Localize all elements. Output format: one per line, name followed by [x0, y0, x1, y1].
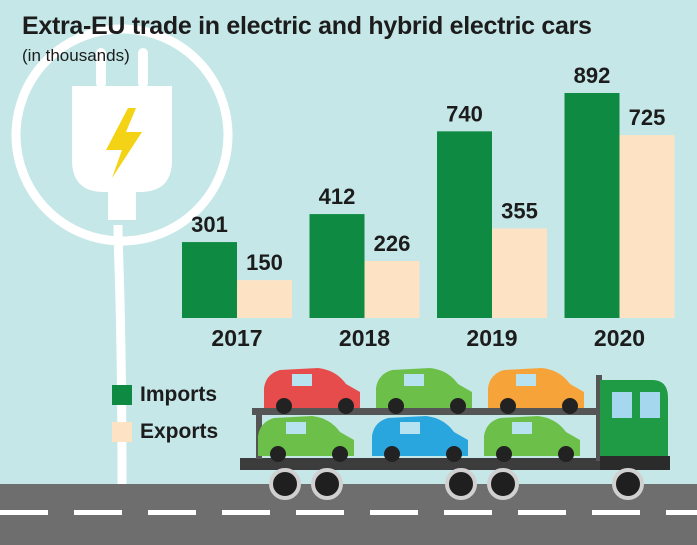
car-orange — [488, 368, 584, 414]
category-labels-group: 2017 2018 2019 2020 — [211, 325, 645, 351]
value-label-imports-2018: 412 — [319, 184, 356, 209]
legend-swatch-exports — [112, 422, 132, 442]
value-label-imports-2020: 892 — [574, 63, 611, 88]
legend-swatch-imports — [112, 385, 132, 405]
car-green-3 — [484, 416, 580, 462]
bar-imports-2019 — [437, 131, 492, 318]
legend-item-exports: Exports — [112, 419, 218, 445]
car-blue — [372, 416, 468, 462]
legend-item-imports: Imports — [112, 382, 217, 408]
value-label-exports-2020: 725 — [629, 105, 666, 130]
chart-title: Extra-EU trade in electric and hybrid el… — [22, 12, 592, 40]
car-red — [264, 368, 360, 414]
car-carrier-truck-icon — [240, 368, 670, 500]
bar-exports-2019 — [492, 228, 547, 318]
category-label-2017: 2017 — [211, 325, 262, 351]
value-labels-group: 301 150 412 226 740 355 892 725 — [191, 63, 665, 275]
car-green-1 — [376, 368, 472, 414]
value-label-exports-2017: 150 — [246, 250, 283, 275]
legend-label-exports: Exports — [140, 420, 219, 443]
car-green-2 — [258, 416, 354, 462]
bar-imports-2017 — [182, 242, 237, 318]
bar-imports-2018 — [309, 214, 365, 318]
bar-exports-2017 — [237, 280, 292, 318]
value-label-imports-2017: 301 — [191, 212, 228, 237]
category-label-2020: 2020 — [594, 325, 645, 351]
category-label-2019: 2019 — [466, 325, 517, 351]
bar-exports-2018 — [364, 260, 420, 318]
lightning-bolt-icon — [106, 108, 142, 178]
bar-exports-2020 — [619, 135, 675, 318]
bar-imports-2020 — [564, 93, 620, 318]
category-label-2018: 2018 — [339, 325, 390, 351]
value-label-exports-2018: 226 — [374, 231, 411, 256]
chart-subtitle: (in thousands) — [22, 46, 130, 65]
value-label-imports-2019: 740 — [446, 101, 483, 126]
legend-label-imports: Imports — [140, 383, 218, 406]
road-markings — [0, 510, 697, 515]
bars-group — [182, 93, 675, 318]
value-label-exports-2019: 355 — [501, 198, 538, 223]
